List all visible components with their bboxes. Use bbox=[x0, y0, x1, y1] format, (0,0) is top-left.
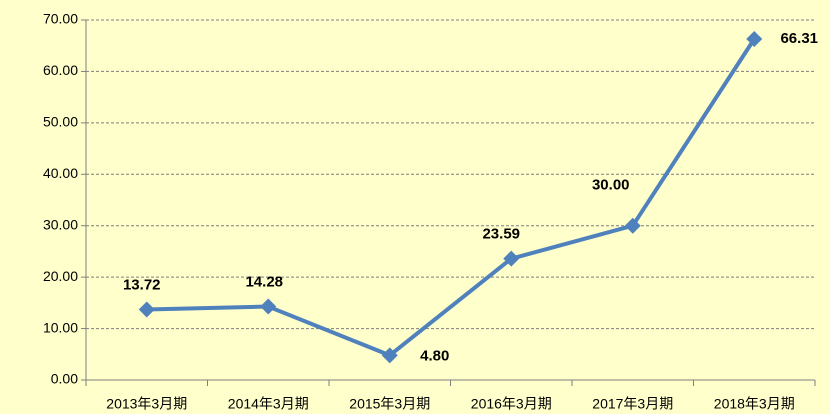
x-tick-label: 2014年3月期 bbox=[228, 396, 309, 412]
y-tick-label: 60.00 bbox=[43, 62, 78, 78]
y-tick-label: 10.00 bbox=[43, 319, 78, 335]
marker bbox=[624, 217, 641, 234]
data-label: 66.31 bbox=[780, 30, 818, 47]
x-tick-label: 2015年3月期 bbox=[349, 396, 430, 412]
data-label: 4.80 bbox=[420, 347, 449, 364]
marker bbox=[503, 250, 520, 267]
x-tick-label: 2016年3月期 bbox=[471, 396, 552, 412]
x-tick-label: 2013年3月期 bbox=[106, 396, 187, 412]
x-tick-label: 2018年3月期 bbox=[714, 396, 795, 412]
x-tick-label: 2017年3月期 bbox=[592, 396, 673, 412]
y-tick-label: 20.00 bbox=[43, 268, 78, 284]
y-tick-label: 70.00 bbox=[43, 11, 78, 27]
y-tick-label: 50.00 bbox=[43, 114, 78, 130]
marker bbox=[138, 301, 155, 318]
data-label: 13.72 bbox=[123, 276, 161, 293]
marker bbox=[381, 347, 398, 364]
marker bbox=[260, 298, 277, 315]
line bbox=[146, 37, 756, 358]
y-tick-label: 0.00 bbox=[51, 371, 78, 387]
data-label: 14.28 bbox=[245, 274, 283, 291]
y-tick-label: 40.00 bbox=[43, 165, 78, 181]
data-label: 30.00 bbox=[592, 177, 630, 194]
data-label: 23.59 bbox=[482, 226, 520, 243]
marker bbox=[746, 30, 763, 47]
y-tick-label: 30.00 bbox=[43, 216, 78, 232]
